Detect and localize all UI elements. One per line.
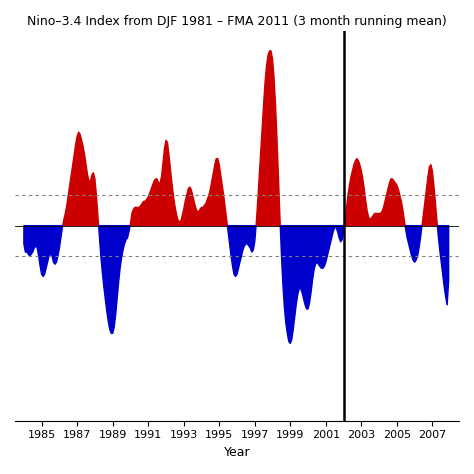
X-axis label: Year: Year	[224, 446, 250, 459]
Title: Nino–3.4 Index from DJF 1981 – FMA 2011 (3 month running mean): Nino–3.4 Index from DJF 1981 – FMA 2011 …	[27, 15, 447, 28]
